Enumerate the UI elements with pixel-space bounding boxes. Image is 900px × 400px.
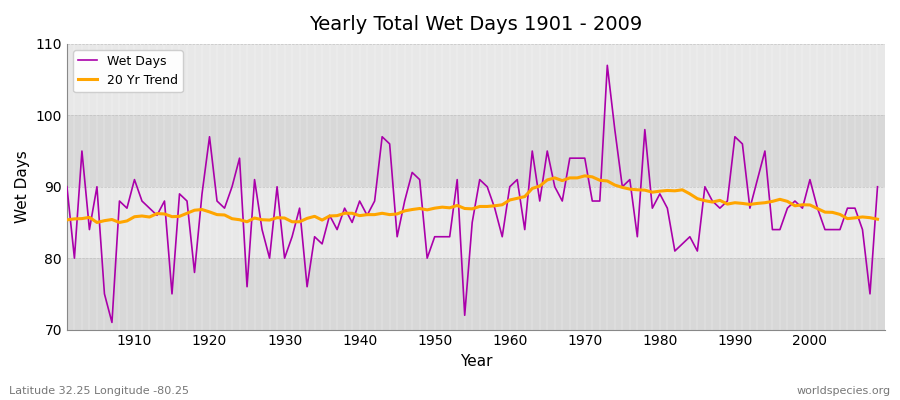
- Line: Wet Days: Wet Days: [67, 65, 878, 322]
- 20 Yr Trend: [504, 198, 515, 202]
- Text: Latitude 32.25 Longitude -80.25: Latitude 32.25 Longitude -80.25: [9, 386, 189, 396]
- Bar: [67, 44, 885, 115]
- 20 Yr Trend: [61, 218, 72, 222]
- Bar: [67, 187, 885, 258]
- 20 Yr Trend: [872, 217, 883, 222]
- Wet Days: [512, 177, 523, 182]
- Wet Days: [504, 184, 515, 189]
- 20 Yr Trend: [294, 219, 305, 224]
- Wet Days: [294, 206, 305, 210]
- 20 Yr Trend: [580, 174, 590, 178]
- 20 Yr Trend: [609, 183, 620, 188]
- Text: worldspecies.org: worldspecies.org: [796, 386, 891, 396]
- Legend: Wet Days, 20 Yr Trend: Wet Days, 20 Yr Trend: [73, 50, 183, 92]
- Wet Days: [106, 320, 117, 325]
- Wet Days: [872, 184, 883, 189]
- Wet Days: [609, 127, 620, 132]
- 20 Yr Trend: [339, 211, 350, 216]
- 20 Yr Trend: [129, 214, 140, 219]
- Wet Days: [129, 177, 140, 182]
- 20 Yr Trend: [92, 220, 103, 225]
- Wet Days: [61, 184, 72, 189]
- Line: 20 Yr Trend: 20 Yr Trend: [67, 176, 878, 222]
- Y-axis label: Wet Days: Wet Days: [15, 150, 30, 223]
- Bar: [67, 115, 885, 187]
- Wet Days: [339, 206, 350, 210]
- X-axis label: Year: Year: [460, 354, 492, 369]
- Bar: [67, 258, 885, 330]
- 20 Yr Trend: [512, 196, 523, 201]
- Title: Yearly Total Wet Days 1901 - 2009: Yearly Total Wet Days 1901 - 2009: [310, 15, 643, 34]
- Wet Days: [602, 63, 613, 68]
